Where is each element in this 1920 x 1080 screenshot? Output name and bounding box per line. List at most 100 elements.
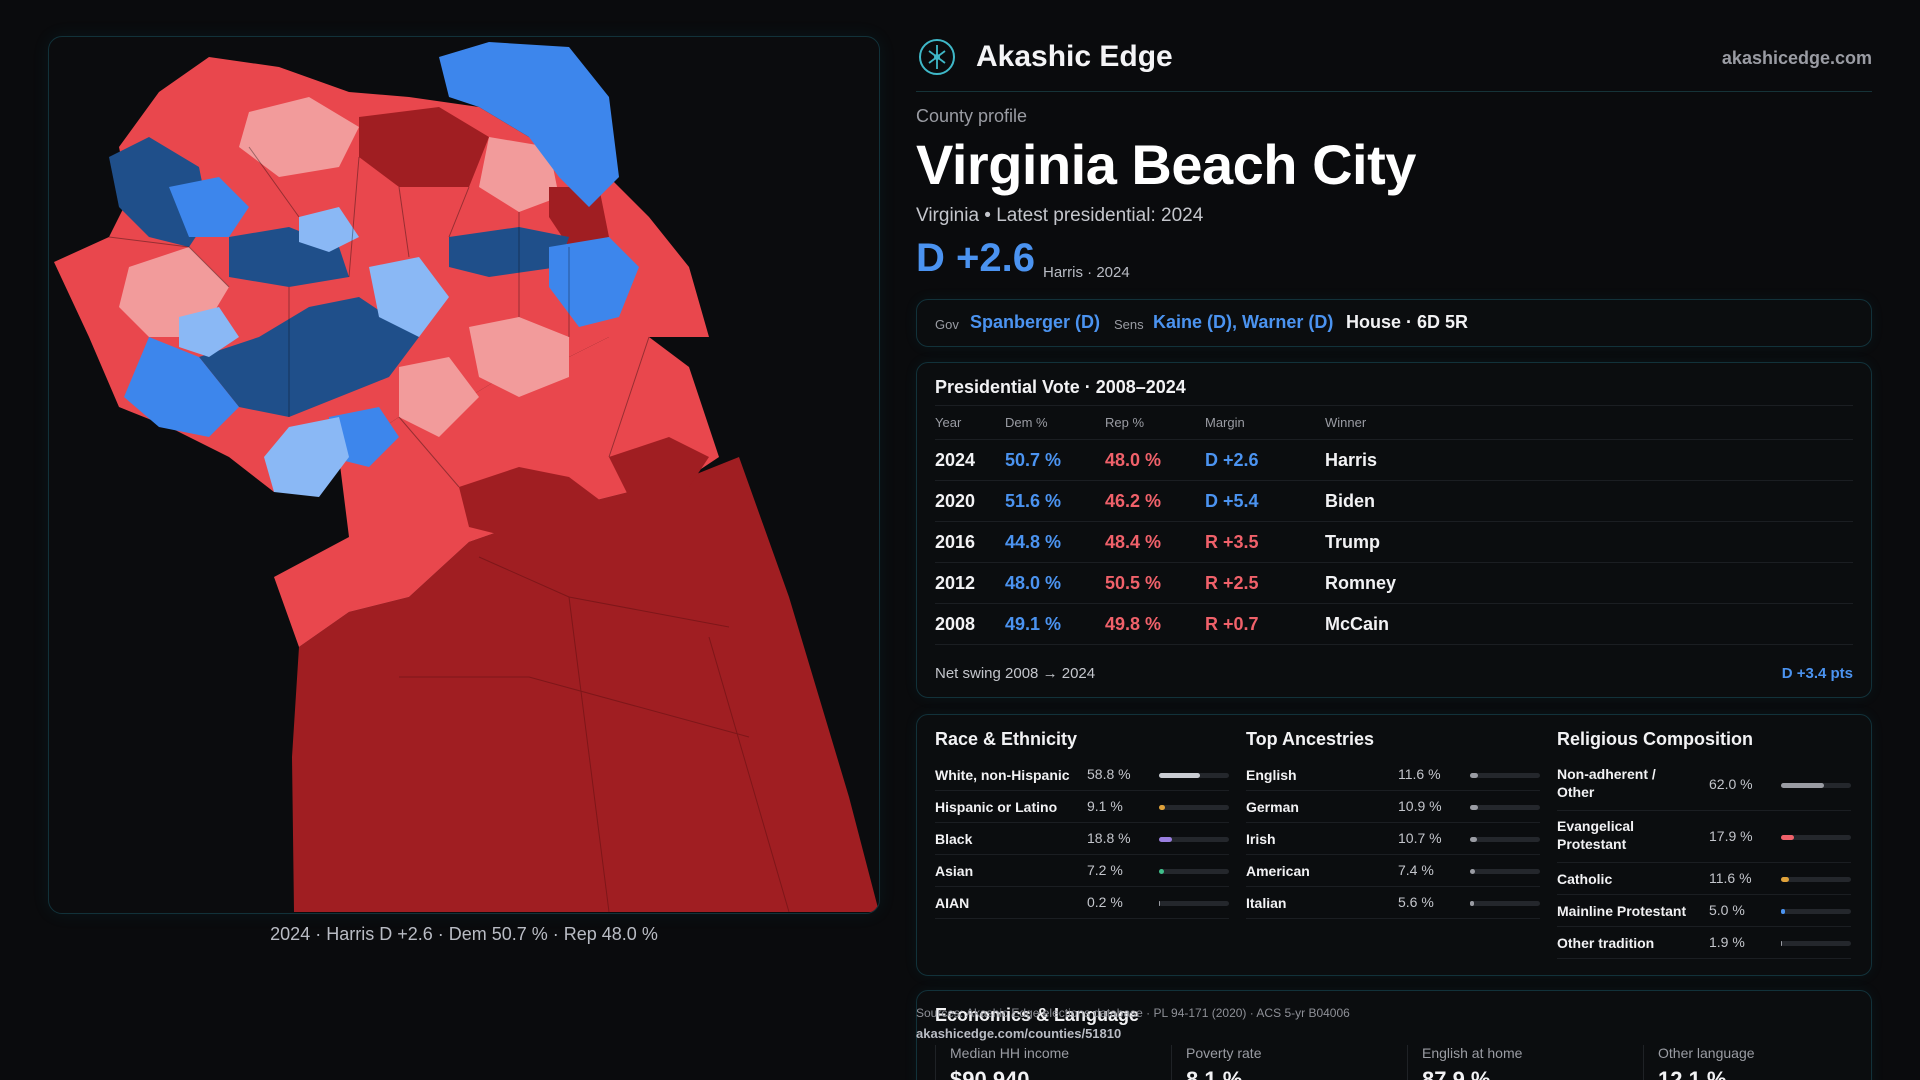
- econ-median-income: Median HH income $90,940: [935, 1045, 1171, 1080]
- county-profile-panel: Akashic Edge akashicedge.com County prof…: [916, 0, 1872, 1080]
- row-winner: Romney: [1325, 573, 1397, 593]
- list-item: Non-adherent / Other 62.0 %: [1557, 759, 1851, 811]
- item-value: 5.0 %: [1709, 902, 1745, 918]
- race-ethnicity-title: Race & Ethnicity: [935, 729, 1078, 749]
- map-region-pink-3[interactable]: [469, 317, 569, 397]
- progress-bar-fill: [1781, 941, 1783, 946]
- map-region-blue-1[interactable]: [124, 337, 239, 437]
- col-header-year: Year: [935, 415, 962, 430]
- item-label: Evangelical Protestant: [1557, 818, 1635, 852]
- divider: [935, 439, 1853, 440]
- list-item: Asian 7.2 %: [935, 855, 1229, 887]
- list-item: English 11.6 %: [1246, 759, 1540, 791]
- table-row: 2024 50.7 % 48.0 % D +2.6 Harris: [935, 440, 1853, 481]
- map-region-central-dark[interactable]: [459, 467, 609, 537]
- item-label: Black: [935, 831, 973, 847]
- econ-label: English at home: [1422, 1045, 1523, 1061]
- religion-title: Religious Composition: [1557, 729, 1753, 749]
- map-region-deepblue-center[interactable]: [199, 297, 419, 417]
- item-label: Hispanic or Latino: [935, 799, 1058, 815]
- map-region-lightblue-4[interactable]: [299, 207, 359, 252]
- row-rep: 46.2 %: [1105, 491, 1162, 511]
- race-ethnicity-section: Race & Ethnicity White, non-Hispanic 58.8…: [935, 715, 1233, 977]
- progress-bar-fill: [1470, 837, 1478, 842]
- map-region-lightblue-3[interactable]: [179, 307, 239, 357]
- map-region-blue-ne[interactable]: [439, 42, 619, 207]
- list-item: Irish 10.7 %: [1246, 823, 1540, 855]
- source-url-link[interactable]: akashicedge.com/counties/51810: [916, 1026, 1122, 1041]
- econ-english-home: English at home 87.9 %: [1407, 1045, 1643, 1080]
- progress-bar: [1159, 901, 1229, 906]
- progress-bar-fill: [1781, 835, 1794, 840]
- map-region-pink-2[interactable]: [239, 97, 359, 177]
- progress-bar: [1159, 837, 1229, 842]
- item-label: White, non-Hispanic: [935, 767, 1070, 783]
- map-region-darkred-north[interactable]: [359, 107, 489, 187]
- gov-label: Gov: [935, 317, 959, 332]
- map-region-lightblue-1[interactable]: [264, 417, 349, 497]
- officeholders-card: Gov Spanberger (D) Sens Kaine (D), Warne…: [916, 299, 1872, 347]
- precinct-map[interactable]: [48, 36, 880, 914]
- map-region-lightblue-2[interactable]: [369, 257, 449, 337]
- econ-value: 87.9 %: [1422, 1067, 1491, 1080]
- econ-poverty-rate: Poverty rate 8.1 %: [1171, 1045, 1407, 1080]
- item-label: English: [1246, 767, 1297, 783]
- progress-bar: [1781, 877, 1851, 882]
- map-region-south-border: [399, 556, 790, 913]
- row-rep: 49.8 %: [1105, 614, 1162, 634]
- ancestry-section: Top Ancestries English 11.6 % German 10.9 %…: [1246, 715, 1544, 977]
- econ-label: Poverty rate: [1186, 1045, 1262, 1061]
- row-year: 2008: [935, 614, 976, 634]
- progress-bar-fill: [1470, 805, 1478, 810]
- progress-bar-fill: [1159, 837, 1173, 842]
- econ-value: $90,940: [950, 1067, 1030, 1080]
- row-margin: R +2.5: [1205, 573, 1259, 593]
- progress-bar-fill: [1159, 869, 1165, 874]
- item-label: Italian: [1246, 895, 1287, 911]
- row-dem: 44.8 %: [1005, 532, 1062, 552]
- econ-label: Other language: [1658, 1045, 1755, 1061]
- table-row: 2020 51.6 % 46.2 % D +5.4 Biden: [935, 481, 1853, 522]
- brand-url-link[interactable]: akashicedge.com: [1721, 48, 1872, 68]
- item-value: 1.9 %: [1709, 934, 1745, 950]
- item-value: 0.2 %: [1087, 894, 1123, 910]
- econ-value: 8.1 %: [1186, 1067, 1243, 1080]
- progress-bar-fill: [1470, 901, 1474, 906]
- item-value: 62.0 %: [1709, 776, 1753, 792]
- row-dem: 50.7 %: [1005, 450, 1062, 470]
- row-winner: McCain: [1325, 614, 1390, 634]
- item-label: Asian: [935, 863, 974, 879]
- map-region-blue-2[interactable]: [549, 237, 639, 327]
- map-region-deepblue-band-2[interactable]: [449, 227, 569, 277]
- net-swing-value: D +3.4 pts: [1781, 665, 1853, 682]
- progress-bar-fill: [1159, 901, 1161, 906]
- map-region-central-dark-2[interactable]: [609, 437, 709, 497]
- progress-bar: [1781, 783, 1851, 788]
- table-row: 2012 48.0 % 50.5 % R +2.5 Romney: [935, 563, 1853, 604]
- akashic-logo-icon: [919, 39, 955, 75]
- row-rep: 48.0 %: [1105, 450, 1162, 470]
- item-value: 10.9 %: [1398, 798, 1442, 814]
- sources-line: Sources: Akashic Edge elections database…: [916, 1006, 1350, 1020]
- map-region-pink-4[interactable]: [399, 357, 479, 437]
- list-item: AIAN 0.2 %: [935, 887, 1229, 919]
- map-region-pink-5[interactable]: [479, 137, 559, 212]
- map-region-blue-3[interactable]: [169, 177, 249, 237]
- map-region-south[interactable]: [292, 457, 879, 912]
- list-item: Mainline Protestant 5.0 %: [1557, 895, 1851, 927]
- progress-bar: [1159, 773, 1229, 778]
- item-value: 7.2 %: [1087, 862, 1123, 878]
- progress-bar-fill: [1781, 783, 1825, 788]
- brand-header: Akashic Edge akashicedge.com: [916, 36, 1872, 92]
- list-item: American 7.4 %: [1246, 855, 1540, 887]
- senators-value: Kaine (D), Warner (D): [1153, 312, 1334, 332]
- progress-bar: [1781, 909, 1851, 914]
- item-value: 10.7 %: [1398, 830, 1442, 846]
- item-value: 17.9 %: [1709, 828, 1753, 844]
- progress-bar: [1470, 773, 1540, 778]
- table-row: 2016 44.8 % 48.4 % R +3.5 Trump: [935, 522, 1853, 563]
- progress-bar: [1470, 869, 1540, 874]
- item-label: Catholic: [1557, 871, 1613, 887]
- row-dem: 49.1 %: [1005, 614, 1062, 634]
- precinct-map-svg[interactable]: [49, 37, 880, 914]
